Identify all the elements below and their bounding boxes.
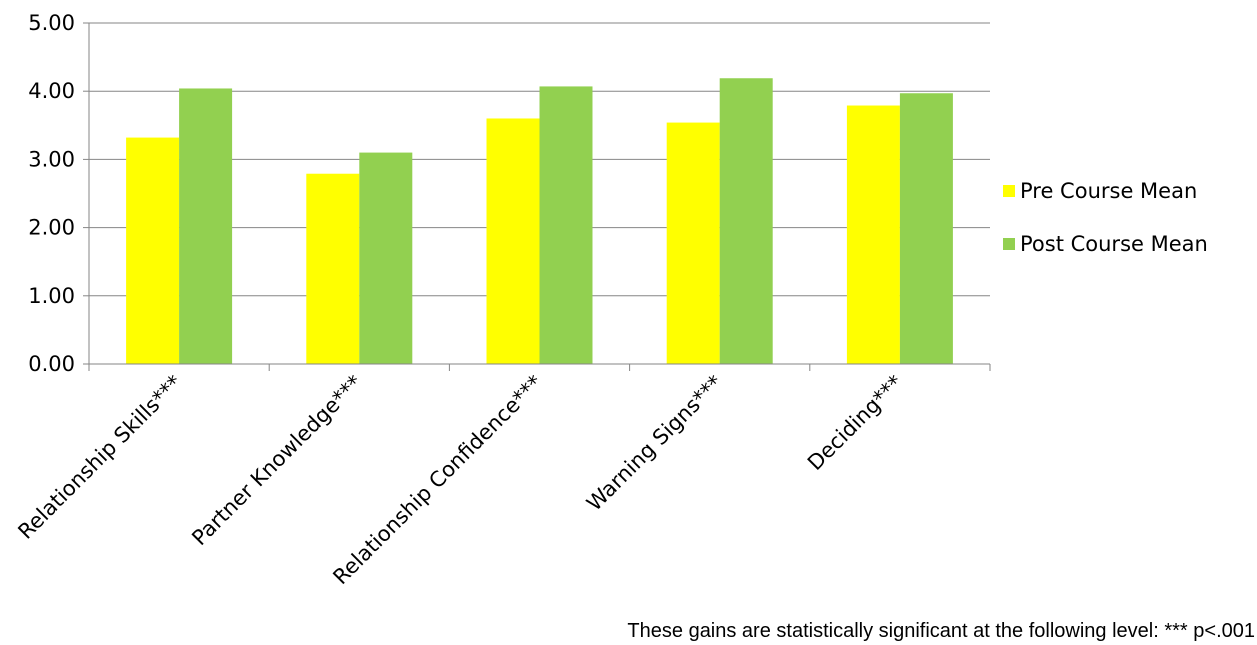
bar-post [539, 86, 593, 365]
axes [83, 22, 991, 371]
bar-post [719, 78, 773, 364]
legend: Pre Course Mean Post Course Mean [1003, 179, 1208, 256]
x-category-label: Partner Knowledge*** [187, 371, 367, 551]
legend-label: Post Course Mean [1020, 232, 1208, 256]
y-axis-tick-labels: 0.00 1.00 2.00 3.00 4.00 5.00 [28, 11, 75, 376]
significance-footnote: These gains are statistically significan… [627, 620, 1255, 642]
x-category-label: Relationship Skills*** [13, 371, 186, 544]
bar-pre [126, 137, 180, 364]
x-category-label: Deciding*** [803, 371, 907, 475]
bar-pre [306, 173, 360, 364]
y-tick-label: 1.00 [28, 284, 75, 308]
bar-post [359, 152, 413, 364]
y-tick-label: 4.00 [28, 79, 75, 103]
bar-pre [666, 122, 720, 365]
x-axis-category-labels: Relationship Skills*** Partner Knowledge*… [13, 371, 907, 590]
legend-label: Pre Course Mean [1020, 179, 1197, 203]
y-tick-label: 5.00 [28, 11, 75, 35]
y-tick-label: 3.00 [28, 147, 75, 171]
y-tick-label: 0.00 [28, 352, 75, 376]
y-tick-label: 2.00 [28, 216, 75, 240]
legend-swatch [1003, 238, 1015, 250]
legend-swatch [1003, 185, 1015, 197]
bar-post [179, 88, 233, 365]
x-category-label: Warning Signs*** [582, 371, 727, 516]
bar-pre [486, 118, 540, 364]
bar-pre [846, 105, 900, 364]
x-category-label: Relationship Confidence*** [328, 371, 547, 590]
bar-post [899, 93, 953, 364]
bars [126, 78, 953, 365]
